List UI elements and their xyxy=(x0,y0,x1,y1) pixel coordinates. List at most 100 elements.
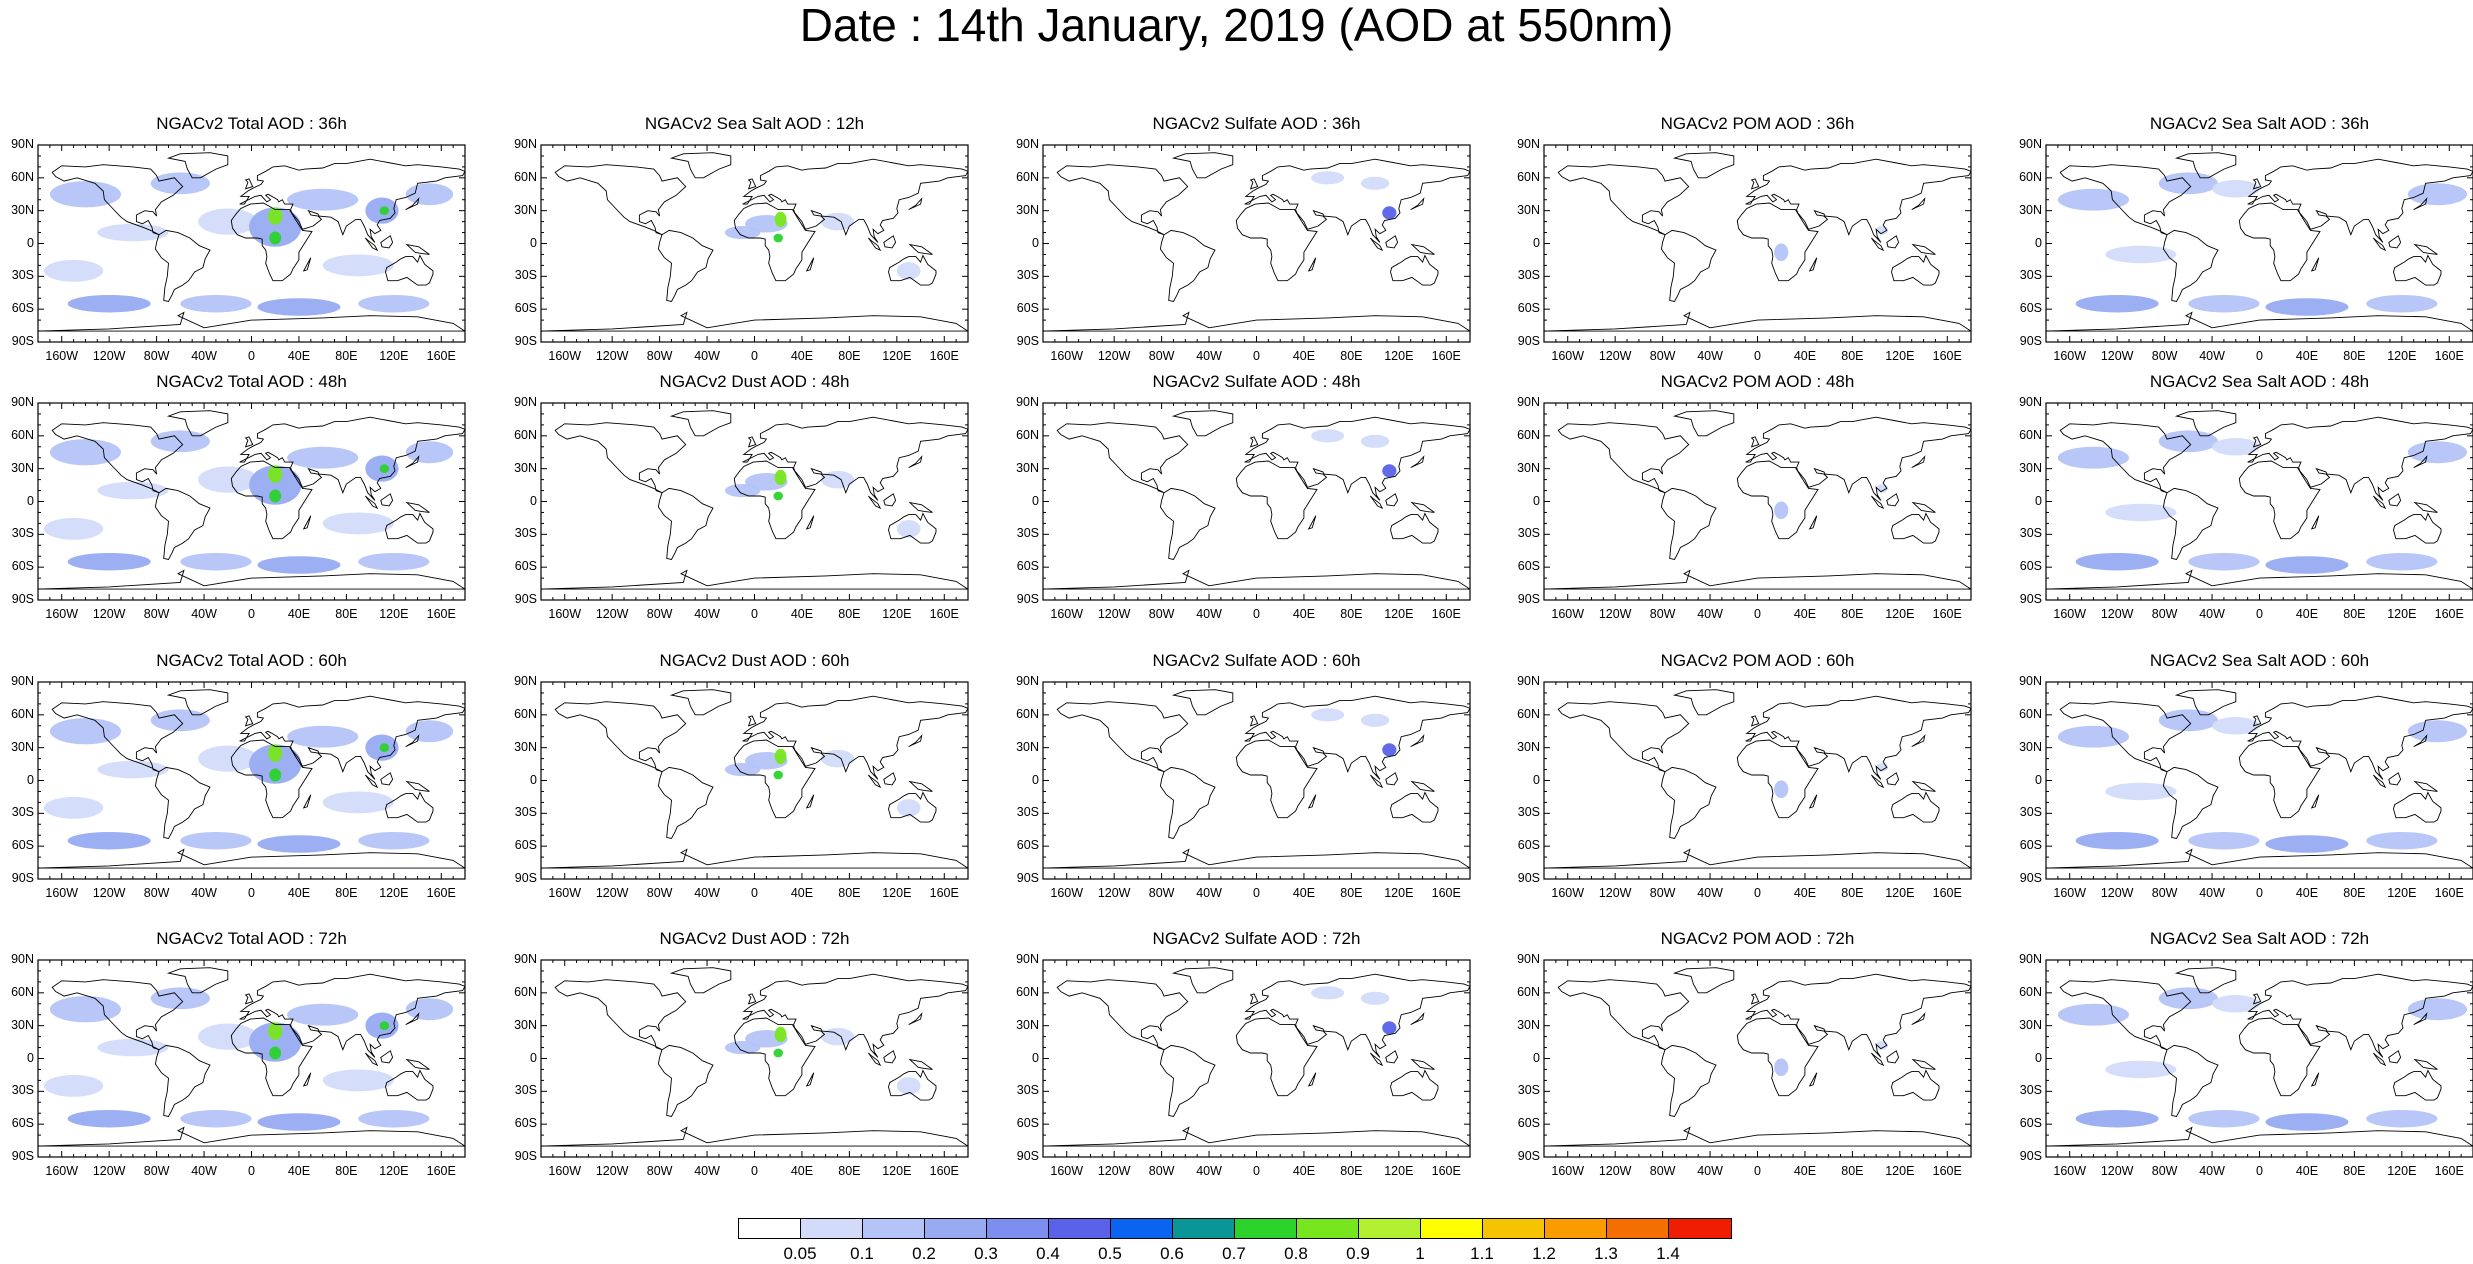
map-frame xyxy=(1543,402,1972,601)
colorbar-label: 0.7 xyxy=(1222,1244,1246,1263)
lat-tick-label: 0 xyxy=(1032,1050,1039,1065)
aod-map xyxy=(2045,681,2473,880)
lat-tick-label: 60N xyxy=(514,706,537,721)
lat-tick-label: 0 xyxy=(1533,1050,1540,1065)
coastline xyxy=(1886,235,1900,249)
coastline xyxy=(1056,164,1189,236)
coastline xyxy=(51,701,184,773)
lat-tick-label: 30N xyxy=(1016,202,1039,217)
lon-tick-label: 80E xyxy=(838,607,861,621)
map-frame xyxy=(1042,681,1471,880)
panel-title: NGACv2 Sea Salt AOD : 36h xyxy=(2149,114,2370,133)
coastline xyxy=(1307,257,1317,272)
aerosol-field xyxy=(379,206,390,216)
coastline xyxy=(1244,158,1470,243)
lon-tick-label: 0 xyxy=(1253,886,1260,900)
panel-title: NGACv2 Sulfate AOD : 36h xyxy=(1152,114,1361,133)
coastline xyxy=(365,237,379,252)
lon-tick-label: 80W xyxy=(1649,349,1676,363)
lon-tick-label: 120W xyxy=(595,886,629,900)
lat-tick-label: 60N xyxy=(1517,706,1540,721)
coastline xyxy=(2393,254,2442,286)
map-frame xyxy=(540,402,969,601)
coastline xyxy=(1410,501,1435,513)
coastline xyxy=(1557,164,1690,236)
map-frame xyxy=(2045,402,2473,601)
coastline xyxy=(1410,734,1425,748)
panel-title: NGACv2 Sulfate AOD : 72h xyxy=(1152,929,1361,948)
lat-tick-label: 60S xyxy=(1517,301,1540,316)
lon-tick-label: 120E xyxy=(882,607,912,621)
lat-tick-label: 90S xyxy=(11,871,34,885)
aerosol-field xyxy=(2057,725,2130,748)
aod-map xyxy=(540,144,969,343)
coastline xyxy=(541,1126,968,1147)
coastline xyxy=(1886,1050,1900,1064)
lat-tick-label: 90N xyxy=(1517,952,1540,966)
coastline xyxy=(908,734,923,748)
lon-tick-label: 120E xyxy=(379,607,409,621)
aerosol-field xyxy=(2057,188,2130,211)
coastline xyxy=(657,487,714,561)
coastline xyxy=(2388,235,2402,249)
lat-tick-label: 0 xyxy=(530,1050,537,1065)
panel-title: NGACv2 Sea Salt AOD : 48h xyxy=(2149,372,2370,391)
map-frame xyxy=(37,959,466,1158)
lon-tick-label: 80E xyxy=(1340,607,1363,621)
coastline xyxy=(230,460,313,540)
aerosol-field xyxy=(724,1040,761,1055)
lon-tick-label: 40E xyxy=(287,607,311,621)
lat-tick-label: 90N xyxy=(1016,674,1039,688)
aerosol-field xyxy=(180,1109,252,1128)
coastline xyxy=(2046,311,2473,332)
lon-tick-label: 0 xyxy=(248,886,255,900)
lat-tick-label: 90S xyxy=(11,1149,34,1163)
colorbar-label: 0.05 xyxy=(783,1244,817,1263)
coastline xyxy=(365,1052,379,1067)
coastline xyxy=(1370,774,1384,789)
coastline xyxy=(2373,774,2387,789)
lon-tick-label: 80E xyxy=(335,349,358,363)
colorbar-box xyxy=(801,1219,863,1238)
coastline xyxy=(239,416,465,501)
lon-tick-label: 120E xyxy=(2387,1164,2417,1178)
aerosol-field xyxy=(180,831,252,850)
aod-map xyxy=(2045,402,2473,601)
lat-tick-label: 0 xyxy=(1032,235,1039,250)
lat-tick-label: 90S xyxy=(1517,1149,1540,1163)
coastline xyxy=(2238,1017,2321,1097)
aerosol-field xyxy=(150,172,210,195)
coastline xyxy=(554,701,687,773)
lon-tick-label: 0 xyxy=(248,1164,255,1178)
coastline xyxy=(1557,701,1690,773)
lat-tick-label: 0 xyxy=(2035,235,2042,250)
coastline xyxy=(1911,1058,1936,1070)
aerosol-field xyxy=(97,223,169,242)
coastline xyxy=(1911,501,1936,513)
lat-tick-label: 60S xyxy=(2019,559,2042,574)
lat-tick-label: 60N xyxy=(1016,706,1039,721)
lon-tick-label: 160E xyxy=(2434,607,2464,621)
aerosol-field xyxy=(2188,1109,2260,1128)
map-frame xyxy=(2045,959,2473,1158)
lat-tick-label: 60N xyxy=(11,427,34,442)
lon-tick-label: 160W xyxy=(1050,886,1084,900)
aerosol-field xyxy=(268,465,283,483)
lat-tick-label: 30S xyxy=(11,805,34,820)
lon-tick-label: 120W xyxy=(2100,349,2134,363)
coastline xyxy=(883,235,897,249)
coastline xyxy=(888,1069,937,1101)
main-title: Date : 14th January, 2019 (AOD at 550nm) xyxy=(799,0,1674,51)
aerosol-field xyxy=(774,748,787,765)
lon-tick-label: 0 xyxy=(1253,607,1260,621)
colorbar-box xyxy=(987,1219,1049,1238)
lat-tick-label: 60S xyxy=(11,301,34,316)
coastline xyxy=(405,734,420,748)
lat-tick-label: 30S xyxy=(1016,1083,1039,1098)
coastline xyxy=(2373,237,2387,252)
lat-tick-label: 60S xyxy=(1517,1116,1540,1131)
lon-tick-label: 80W xyxy=(646,607,673,621)
lat-tick-label: 30S xyxy=(11,268,34,283)
coastline xyxy=(1660,487,1717,561)
aerosol-field xyxy=(1774,780,1789,799)
